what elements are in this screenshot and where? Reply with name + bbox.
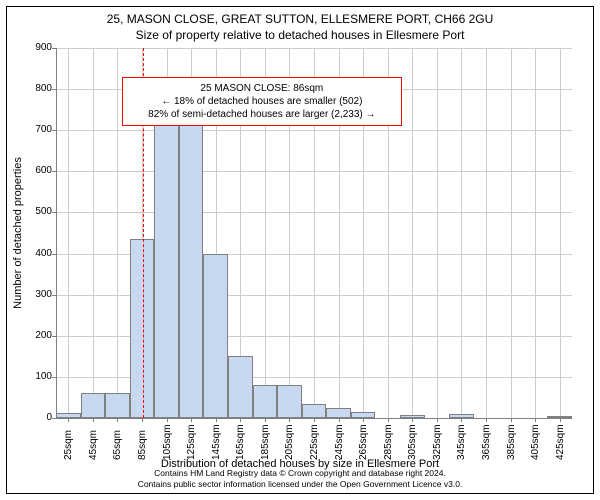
grid-line-vertical xyxy=(486,48,487,418)
y-tick-mark xyxy=(52,336,56,337)
x-tick-label: 205sqm xyxy=(285,424,295,460)
x-tick-label: 285sqm xyxy=(384,424,394,460)
x-tick-mark xyxy=(142,418,143,422)
x-tick-label: 125sqm xyxy=(187,424,197,460)
x-tick-mark xyxy=(388,418,389,422)
x-tick-label: 45sqm xyxy=(89,430,99,460)
x-tick-label: 105sqm xyxy=(163,424,173,460)
grid-line-vertical xyxy=(560,48,561,418)
y-tick-label: 500 xyxy=(12,207,52,217)
y-tick-label: 100 xyxy=(12,372,52,382)
y-tick-label: 300 xyxy=(12,290,52,300)
x-tick-mark xyxy=(535,418,536,422)
x-tick-mark xyxy=(560,418,561,422)
histogram-bar xyxy=(105,393,130,418)
footer-line-1: Contains HM Land Registry data © Crown c… xyxy=(0,468,600,479)
x-tick-mark xyxy=(511,418,512,422)
grid-line-vertical xyxy=(535,48,536,418)
footer-attribution: Contains HM Land Registry data © Crown c… xyxy=(0,468,600,490)
y-tick-label: 600 xyxy=(12,166,52,176)
plot-area: 25 MASON CLOSE: 86sqm← 18% of detached h… xyxy=(56,48,572,418)
chart-container: 25, MASON CLOSE, GREAT SUTTON, ELLESMERE… xyxy=(0,0,600,500)
x-tick-label: 305sqm xyxy=(408,424,418,460)
histogram-bar xyxy=(228,356,253,418)
x-tick-mark xyxy=(289,418,290,422)
y-axis-label: Number of detached properties xyxy=(12,157,24,309)
histogram-bar xyxy=(179,116,204,418)
x-tick-label: 425sqm xyxy=(556,424,566,460)
y-tick-mark xyxy=(52,130,56,131)
x-tick-mark xyxy=(412,418,413,422)
grid-line-vertical xyxy=(412,48,413,418)
grid-line-vertical xyxy=(117,48,118,418)
y-tick-mark xyxy=(52,254,56,255)
x-tick-mark xyxy=(265,418,266,422)
x-tick-mark xyxy=(191,418,192,422)
x-tick-mark xyxy=(461,418,462,422)
y-tick-mark xyxy=(52,377,56,378)
x-tick-label: 225sqm xyxy=(310,424,320,460)
x-tick-mark xyxy=(216,418,217,422)
x-tick-mark xyxy=(437,418,438,422)
x-tick-label: 265sqm xyxy=(359,424,369,460)
grid-line-vertical xyxy=(93,48,94,418)
x-tick-label: 25sqm xyxy=(64,430,74,460)
y-tick-label: 400 xyxy=(12,249,52,259)
histogram-bar xyxy=(253,385,278,418)
x-tick-mark xyxy=(363,418,364,422)
x-tick-mark xyxy=(314,418,315,422)
grid-line-vertical xyxy=(511,48,512,418)
annotation-line: ← 18% of detached houses are smaller (50… xyxy=(131,95,393,108)
y-tick-mark xyxy=(52,295,56,296)
x-tick-mark xyxy=(117,418,118,422)
y-tick-mark xyxy=(52,418,56,419)
x-tick-label: 85sqm xyxy=(138,430,148,460)
x-tick-label: 185sqm xyxy=(261,424,271,460)
y-tick-mark xyxy=(52,48,56,49)
y-tick-label: 900 xyxy=(12,43,52,53)
chart-subtitle: Size of property relative to detached ho… xyxy=(0,28,600,42)
x-tick-mark xyxy=(68,418,69,422)
histogram-bar xyxy=(154,112,179,418)
y-tick-label: 700 xyxy=(12,125,52,135)
x-tick-mark xyxy=(339,418,340,422)
y-tick-mark xyxy=(52,212,56,213)
histogram-bar xyxy=(326,408,351,418)
histogram-bar xyxy=(203,254,228,418)
x-tick-mark xyxy=(167,418,168,422)
annotation-line: 82% of semi-detached houses are larger (… xyxy=(131,108,393,121)
annotation-line: 25 MASON CLOSE: 86sqm xyxy=(131,82,393,95)
y-tick-label: 200 xyxy=(12,331,52,341)
x-tick-mark xyxy=(486,418,487,422)
histogram-bar xyxy=(277,385,302,418)
x-tick-label: 325sqm xyxy=(433,424,443,460)
y-tick-label: 0 xyxy=(12,413,52,423)
x-tick-mark xyxy=(240,418,241,422)
x-tick-label: 405sqm xyxy=(531,424,541,460)
histogram-bar xyxy=(81,393,106,418)
grid-line-vertical xyxy=(68,48,69,418)
annotation-box: 25 MASON CLOSE: 86sqm← 18% of detached h… xyxy=(122,77,402,126)
y-axis-line xyxy=(56,48,57,418)
grid-line-vertical xyxy=(461,48,462,418)
x-tick-label: 365sqm xyxy=(482,424,492,460)
histogram-bar xyxy=(130,239,155,418)
x-tick-label: 245sqm xyxy=(335,424,345,460)
y-tick-label: 800 xyxy=(12,84,52,94)
histogram-bar xyxy=(302,404,327,418)
x-tick-label: 65sqm xyxy=(113,430,123,460)
x-tick-label: 345sqm xyxy=(457,424,467,460)
x-tick-label: 145sqm xyxy=(212,424,222,460)
x-tick-label: 165sqm xyxy=(236,424,246,460)
y-tick-mark xyxy=(52,171,56,172)
chart-title: 25, MASON CLOSE, GREAT SUTTON, ELLESMERE… xyxy=(0,12,600,26)
y-tick-mark xyxy=(52,89,56,90)
x-tick-mark xyxy=(93,418,94,422)
grid-line-vertical xyxy=(437,48,438,418)
footer-line-2: Contains public sector information licen… xyxy=(0,479,600,490)
x-tick-label: 385sqm xyxy=(507,424,517,460)
